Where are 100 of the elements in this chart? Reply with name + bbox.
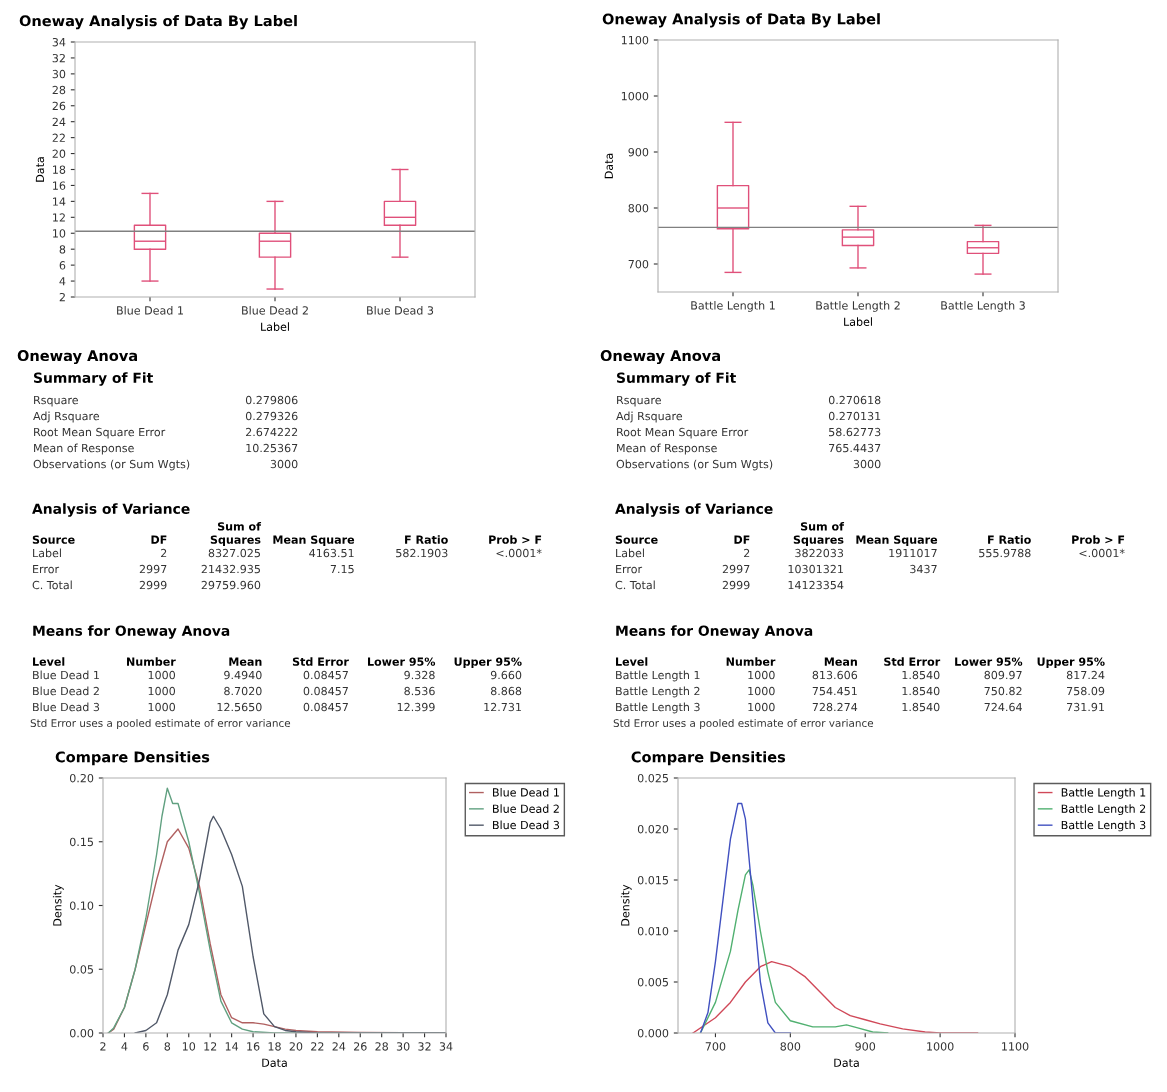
y-tick-label: 16 (53, 181, 66, 190)
y-tick-label: 10 (53, 229, 66, 238)
text: Rsquare (617, 395, 661, 407)
text: 0.08457 (303, 702, 348, 712)
category-label: Source (32, 535, 75, 544)
text: 2999 (722, 580, 750, 590)
text: Mean of Response (34, 443, 134, 455)
y-tick-label: 0.20 (69, 773, 94, 783)
text: Summary of Fit (34, 372, 153, 386)
text: 3822033 (795, 548, 844, 558)
text: 1911017 (889, 548, 937, 558)
x-tick-label: 18 (268, 1042, 281, 1051)
text: Observations (or Sum Wgts) (33, 459, 190, 471)
text: Oneway Anova (17, 350, 137, 365)
x-tick-label: 1100 (1002, 1042, 1029, 1051)
legend-label: Battle Length 3 (1061, 820, 1146, 832)
y-tick-label: 0.010 (637, 926, 669, 936)
text: 9.660 (490, 670, 522, 680)
x-tick-label: 20 (289, 1042, 303, 1051)
category-label: Prob > F (1072, 535, 1125, 544)
category-label: Mean (229, 657, 262, 666)
text: Blue Dead 2 (33, 686, 99, 696)
text: 2.674222 (246, 427, 298, 437)
category-label: DF (151, 535, 167, 544)
text: 2997 (722, 564, 750, 574)
text: 2 (744, 548, 750, 558)
text: 765.4437 (829, 443, 881, 453)
x-axis-title: Data (834, 1058, 859, 1067)
text: 12.5650 (217, 702, 262, 712)
text: 8.7020 (224, 686, 262, 696)
y-tick-label: 900 (628, 147, 649, 157)
text: C. Total (32, 580, 72, 590)
text: Adj Rsquare (33, 411, 100, 423)
x-tick-label: 2 (100, 1042, 106, 1051)
category-label: Source (615, 535, 658, 544)
text: Std Error uses a pooled estimate of error variance (613, 718, 874, 730)
text: Adj Rsquare (616, 411, 683, 423)
x-tick-label: 24 (332, 1042, 346, 1051)
text: Blue Dead 3 (33, 702, 100, 712)
text: 9.328 (404, 670, 435, 680)
text: 1.8540 (902, 686, 940, 696)
text: 1000 (748, 670, 775, 680)
text: 1.8540 (902, 702, 940, 712)
x-tick-label: 28 (375, 1042, 388, 1051)
x-tick-label: 800 (780, 1042, 801, 1051)
text: 813.606 (812, 670, 858, 680)
y-tick-label: 0.000 (637, 1028, 669, 1038)
text: <.0001* (496, 548, 542, 558)
x-tick-label: 26 (353, 1042, 367, 1051)
y-tick-label: 0.00 (69, 1028, 94, 1038)
text: 14123354 (788, 580, 844, 590)
text: 9.4940 (224, 670, 262, 680)
text: Error (616, 564, 643, 574)
category-label: Mean Square (856, 535, 938, 546)
text: 4163.51 (309, 548, 354, 558)
legend-label: Battle Length 2 (1061, 804, 1146, 816)
x-tick-label: Battle Length 3 (941, 301, 1025, 312)
text: 10.25367 (246, 443, 298, 453)
x-tick-label: 12 (204, 1042, 217, 1051)
y-tick-label: 1000 (621, 91, 649, 101)
text: 731.91 (1067, 702, 1104, 712)
y-tick-label: 0.10 (69, 901, 94, 910)
text: 8.536 (404, 686, 435, 696)
x-tick-label: 30 (396, 1042, 410, 1051)
x-tick-label: 16 (247, 1042, 260, 1051)
text: Analysis of Variance (32, 503, 190, 517)
text: Analysis of Variance (615, 503, 773, 517)
y-axis-title: Data (35, 157, 45, 182)
text: 555.9788 (979, 548, 1031, 558)
y-tick-label: 1100 (621, 35, 649, 45)
y-tick-label: 28 (52, 85, 66, 95)
text: Mean of Response (617, 443, 717, 455)
text: 724.64 (984, 702, 1022, 712)
y-tick-label: 2 (59, 292, 65, 302)
category-label: Mean Square (273, 535, 355, 546)
text: Oneway Anova (600, 350, 720, 365)
text: Root Mean Square Error (34, 427, 166, 439)
text: Root Mean Square Error (617, 427, 749, 439)
text: Battle Length 3 (616, 702, 700, 714)
text: 21432.935 (201, 564, 260, 574)
chart-title: Compare Densities (631, 751, 786, 766)
category-label: Number (127, 657, 176, 666)
text: 3437 (910, 564, 937, 574)
x-tick-label: 22 (311, 1042, 324, 1051)
x-tick-label: 6 (143, 1042, 149, 1051)
category-label: Upper 95% (1037, 657, 1105, 668)
x-tick-label: Blue Dead 1 (117, 306, 183, 315)
legend-label: Blue Dead 2 (493, 804, 559, 813)
x-tick-label: Blue Dead 3 (367, 306, 434, 315)
y-tick-label: 0.15 (69, 837, 93, 847)
y-tick-label: 8 (59, 245, 66, 254)
text: Blue Dead 1 (33, 670, 99, 680)
y-tick-label: 0.025 (637, 773, 668, 783)
text: Battle Length 1 (616, 670, 700, 682)
text: 1000 (748, 686, 775, 696)
text: 2997 (139, 564, 167, 574)
y-tick-label: 6 (59, 261, 66, 270)
x-tick-label: 1000 (927, 1042, 954, 1051)
category-label: Lower 95% (368, 657, 436, 666)
text: Std Error uses a pooled estimate of error variance (30, 718, 291, 730)
